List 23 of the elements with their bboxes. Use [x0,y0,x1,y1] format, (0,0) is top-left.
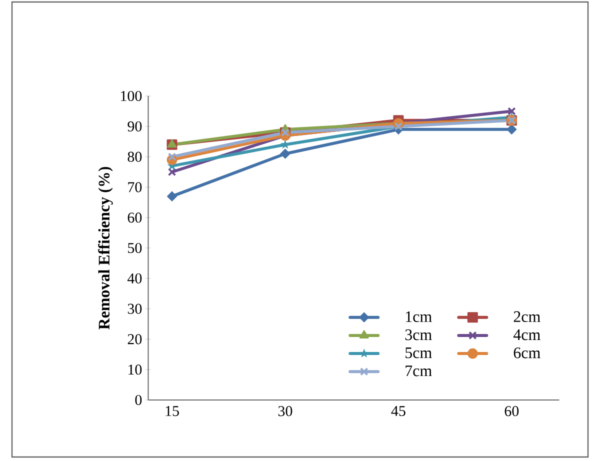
x-tick-label: 30 [278,406,292,416]
y-tick-label: 30 [128,304,142,314]
y-tick-label: 90 [128,121,142,132]
y-tick-label: 100 [121,90,142,102]
y-tick-label: 80 [128,152,142,162]
y-tick-label: 0 [135,394,142,406]
legend-label: 4cm [513,329,540,340]
y-tick-label: 40 [127,273,142,284]
x-tick-label: 45 [391,406,406,416]
y-tick-label: 60 [128,212,142,223]
y-tick-label: 10 [128,364,142,375]
legend-label: 6cm [514,348,540,358]
legend-label: 2cm [514,311,540,322]
legend-label: 3cm [405,329,432,340]
legend-label: 5cm [406,348,432,358]
y-axis-title: Removal Efficiency (%) [98,166,113,330]
y-tick-label: 50 [128,242,142,254]
y-tick-label: 20 [128,334,142,344]
x-tick-label: 60 [504,406,519,416]
x-tick-label: 15 [166,406,179,416]
y-tick-label: 70 [128,182,142,192]
legend-label: 1cm [406,311,432,322]
legend-label: 7cm [406,366,432,376]
